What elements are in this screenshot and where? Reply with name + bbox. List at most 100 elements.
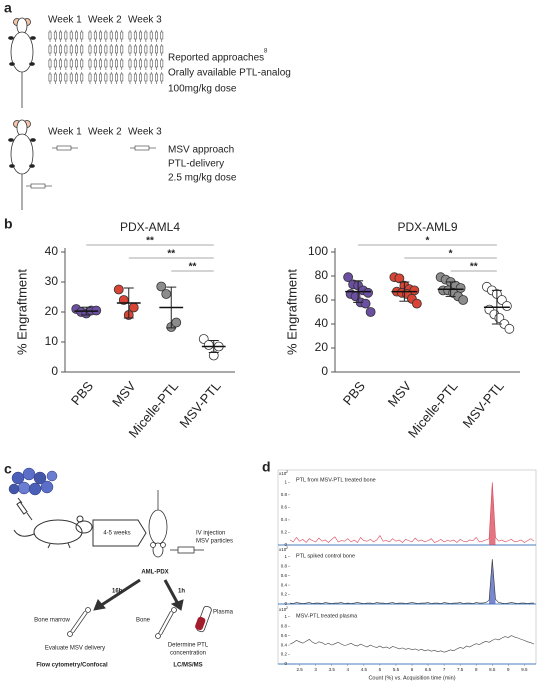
- x-tick-label: 7: [443, 667, 446, 672]
- x-tick-label: MSV: [385, 378, 415, 409]
- syringe: [133, 72, 137, 84]
- barrel: [155, 45, 158, 54]
- trace-label: PTL from MSV-PTL treated bone: [296, 477, 376, 483]
- syringe: [69, 30, 73, 42]
- syringe: [160, 58, 164, 70]
- x-tick-label: 7.5: [457, 667, 464, 672]
- barrel: [48, 73, 52, 82]
- barrel: [56, 145, 72, 151]
- syringe: [120, 58, 124, 70]
- syringe: [115, 58, 118, 70]
- cells: [8, 467, 58, 496]
- barrel: [80, 45, 84, 54]
- barrel: [155, 73, 158, 82]
- barrel: [160, 31, 164, 40]
- syringe: [99, 58, 102, 70]
- y-tick-label: 0: [284, 601, 287, 606]
- syringe: [80, 72, 84, 84]
- method: Flow cytometry/Confocal: [36, 663, 108, 669]
- syringe: [109, 72, 113, 84]
- barrel: [99, 31, 102, 40]
- barrel: [133, 31, 137, 40]
- trace-label: PTL spiked control bone: [296, 553, 355, 559]
- barrel: [139, 31, 142, 40]
- barrel: [53, 73, 57, 82]
- x-tick-label: 4.5: [361, 667, 368, 672]
- barrel: [59, 73, 62, 82]
- y-tick-label: 20: [315, 340, 329, 354]
- x-tick-label: PBS: [68, 378, 96, 408]
- barrel: [59, 59, 62, 68]
- panel-label: b: [4, 216, 13, 232]
- syringe: [104, 30, 108, 42]
- trace-line: [289, 482, 535, 543]
- sample: Bone: [136, 618, 151, 624]
- syringe: [120, 30, 124, 42]
- barrel: [133, 59, 137, 68]
- y-tick-label: 0.6: [281, 573, 288, 578]
- syringe: [59, 30, 62, 42]
- regimen-line: 2.5 mg/kg dose: [168, 173, 237, 184]
- syringe: [88, 72, 92, 84]
- syringe: [109, 44, 113, 56]
- time: 16h: [112, 589, 123, 595]
- week-label: Week 1: [48, 127, 82, 138]
- syringe: [104, 44, 108, 56]
- x-tick-label: MSV: [109, 378, 139, 409]
- barrel: [75, 59, 78, 68]
- data-point: [360, 298, 371, 309]
- syringe: [75, 44, 78, 56]
- barrel: [88, 59, 92, 68]
- barrel: [104, 59, 108, 68]
- data-point: [343, 272, 354, 283]
- syringe: [104, 58, 108, 70]
- week-label: Week 3: [128, 127, 162, 138]
- regimen-line: Reported approaches: [168, 53, 264, 64]
- week-label: Week 2: [88, 127, 122, 138]
- barrel: [64, 59, 68, 68]
- syringe: [69, 44, 73, 56]
- syringe: [133, 58, 137, 70]
- data-point: [171, 317, 182, 328]
- y-tick-label: 0.4: [281, 642, 288, 647]
- barrel: [48, 59, 52, 68]
- barrel: [128, 45, 132, 54]
- barrel: [53, 45, 57, 54]
- y-axis-label: % Engraftment: [14, 269, 29, 355]
- arrows: [93, 578, 184, 611]
- frame: [277, 469, 537, 665]
- injection: MSV particles: [196, 539, 233, 545]
- hanging-mouse: [148, 490, 168, 558]
- barrel: [69, 45, 73, 54]
- barrel: [80, 31, 84, 40]
- syringe: [155, 44, 158, 56]
- y-multiplier: x10: [279, 547, 287, 552]
- syringe: [149, 30, 153, 42]
- syringe: [128, 44, 132, 56]
- syringe: [139, 72, 142, 84]
- barrel: [99, 73, 102, 82]
- syringe: [144, 44, 148, 56]
- syringe: [160, 30, 164, 42]
- syringe: [139, 30, 142, 42]
- task: concentration: [170, 651, 206, 657]
- y-multiplier: x10: [279, 471, 287, 476]
- y-multiplier-exp: 2: [286, 606, 288, 610]
- syringe: [155, 30, 158, 42]
- syringe: [99, 72, 102, 84]
- y-tick-label: 0.2: [281, 652, 288, 657]
- syringe: [48, 58, 52, 70]
- syringe: [104, 72, 108, 84]
- syringe: [48, 72, 52, 84]
- barrel: [104, 31, 108, 40]
- barrel: [133, 73, 137, 82]
- barrel: [48, 31, 52, 40]
- paw: [30, 138, 36, 142]
- barrel: [120, 59, 124, 68]
- barrel: [160, 73, 164, 82]
- barrel: [69, 31, 73, 40]
- time: 1h: [178, 589, 185, 595]
- y-tick-label: 0: [321, 364, 328, 378]
- barrel: [109, 45, 113, 54]
- y-tick-label: 0.6: [281, 633, 288, 638]
